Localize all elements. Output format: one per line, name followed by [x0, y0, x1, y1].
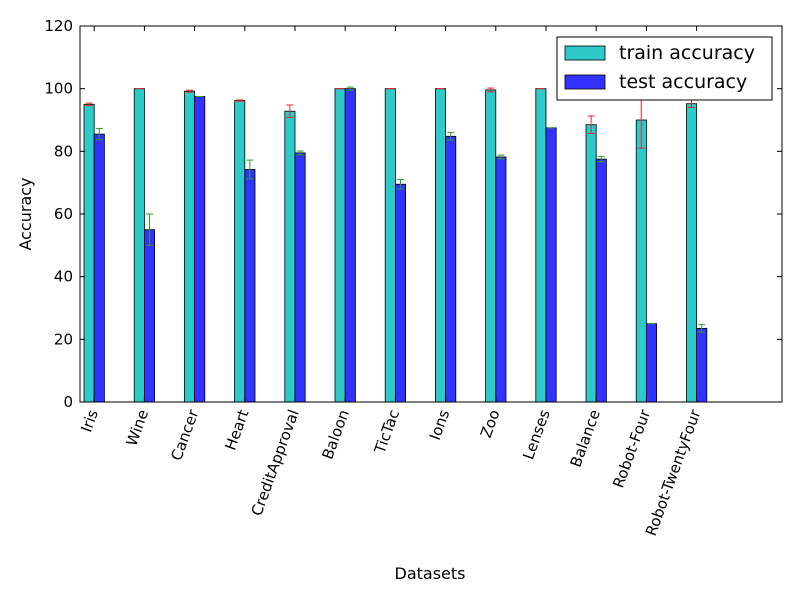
x-tick-label-baloon: Baloon — [318, 407, 353, 462]
error-bar-test-ions — [447, 132, 455, 141]
bar-train-baloon — [334, 88, 346, 403]
y-tick-label: 60 — [54, 205, 73, 223]
error-bar-test-heart — [246, 159, 254, 180]
legend-label-train: train accuracy — [619, 42, 755, 64]
error-bar-train-balance — [587, 115, 595, 134]
error-bar-test-balance — [597, 156, 605, 163]
y-tick-label: 20 — [54, 330, 73, 348]
error-bar-test-creditapproval — [296, 150, 304, 156]
bar-train-heart — [234, 100, 246, 403]
bar-test-heart — [244, 169, 256, 403]
bar-train-lenses — [535, 88, 547, 403]
x-tick-label-balance: Balance — [567, 407, 604, 469]
y-tick-label: 120 — [44, 17, 73, 35]
y-axis-label: Accuracy — [16, 177, 35, 250]
bar-train-tictac — [384, 88, 396, 403]
error-bar-test-zoo — [497, 154, 505, 160]
x-tick-label-iris: Iris — [77, 407, 102, 435]
bar-train-creditapproval — [284, 110, 296, 403]
bars-layer — [83, 88, 708, 403]
x-tick-label-ions: Ions — [426, 407, 454, 442]
bar-test-iris — [93, 133, 105, 403]
y-tick-label: 0 — [63, 393, 73, 411]
error-bar-train-zoo — [487, 87, 495, 93]
x-tick-label-robot-twentyfour: Robot-TwentyFour — [642, 406, 705, 538]
bar-train-robot-four — [635, 119, 647, 403]
x-tick-label-zoo: Zoo — [477, 407, 504, 440]
x-tick-label-heart: Heart — [221, 407, 252, 452]
y-axis-ticks: 0 20 40 60 80 100 120 — [44, 17, 782, 411]
error-bar-test-wine — [146, 213, 153, 246]
bar-test-tictac — [394, 183, 406, 403]
legend: train accuracy test accuracy — [556, 36, 773, 101]
x-tick-label-wine: Wine — [122, 407, 152, 448]
error-bar-test-robot-twentyfour — [698, 324, 706, 333]
bar-train-iris — [83, 103, 95, 403]
error-bar-test-tictac — [397, 179, 404, 190]
bar-train-ions — [434, 88, 446, 403]
bar-test-robot-four — [646, 323, 658, 403]
bar-test-wine — [143, 229, 155, 403]
bar-test-ions — [445, 135, 457, 403]
x-axis-label: Datasets — [395, 564, 466, 583]
legend-swatch-train — [564, 45, 606, 61]
bar-test-balance — [595, 158, 607, 403]
x-tick-label-tictac: TicTac — [370, 407, 403, 457]
bar-train-wine — [133, 88, 145, 403]
x-tick-label-lenses: Lenses — [519, 407, 554, 462]
error-bar-train-cancer — [186, 89, 193, 93]
error-bar-test-baloon — [346, 86, 354, 91]
bar-test-creditapproval — [294, 152, 306, 403]
bar-train-balance — [585, 124, 597, 403]
bar-test-zoo — [495, 156, 507, 403]
bar-train-zoo — [485, 89, 497, 403]
bar-train-cancer — [183, 90, 195, 403]
bar-test-baloon — [344, 88, 356, 403]
error-bar-train-heart — [236, 99, 244, 102]
bar-test-robot-twentyfour — [696, 327, 708, 403]
x-tick-label-cancer: Cancer — [167, 406, 202, 463]
legend-label-test: test accuracy — [619, 71, 747, 93]
y-tick-label: 100 — [44, 80, 73, 98]
legend-swatch-test — [564, 74, 606, 90]
x-tick-label-robot-four: Robot-Four — [609, 406, 654, 490]
error-bar-train-iris — [85, 102, 93, 107]
bar-train-robot-twentyfour — [686, 103, 698, 403]
error-bar-test-iris — [95, 127, 103, 141]
y-tick-label: 40 — [54, 268, 73, 286]
y-tick-label: 80 — [54, 142, 73, 160]
bar-test-lenses — [545, 127, 557, 403]
error-bar-train-creditapproval — [286, 104, 294, 118]
x-tick-label-creditapproval: CreditApproval — [248, 407, 303, 518]
bar-test-cancer — [194, 96, 206, 403]
